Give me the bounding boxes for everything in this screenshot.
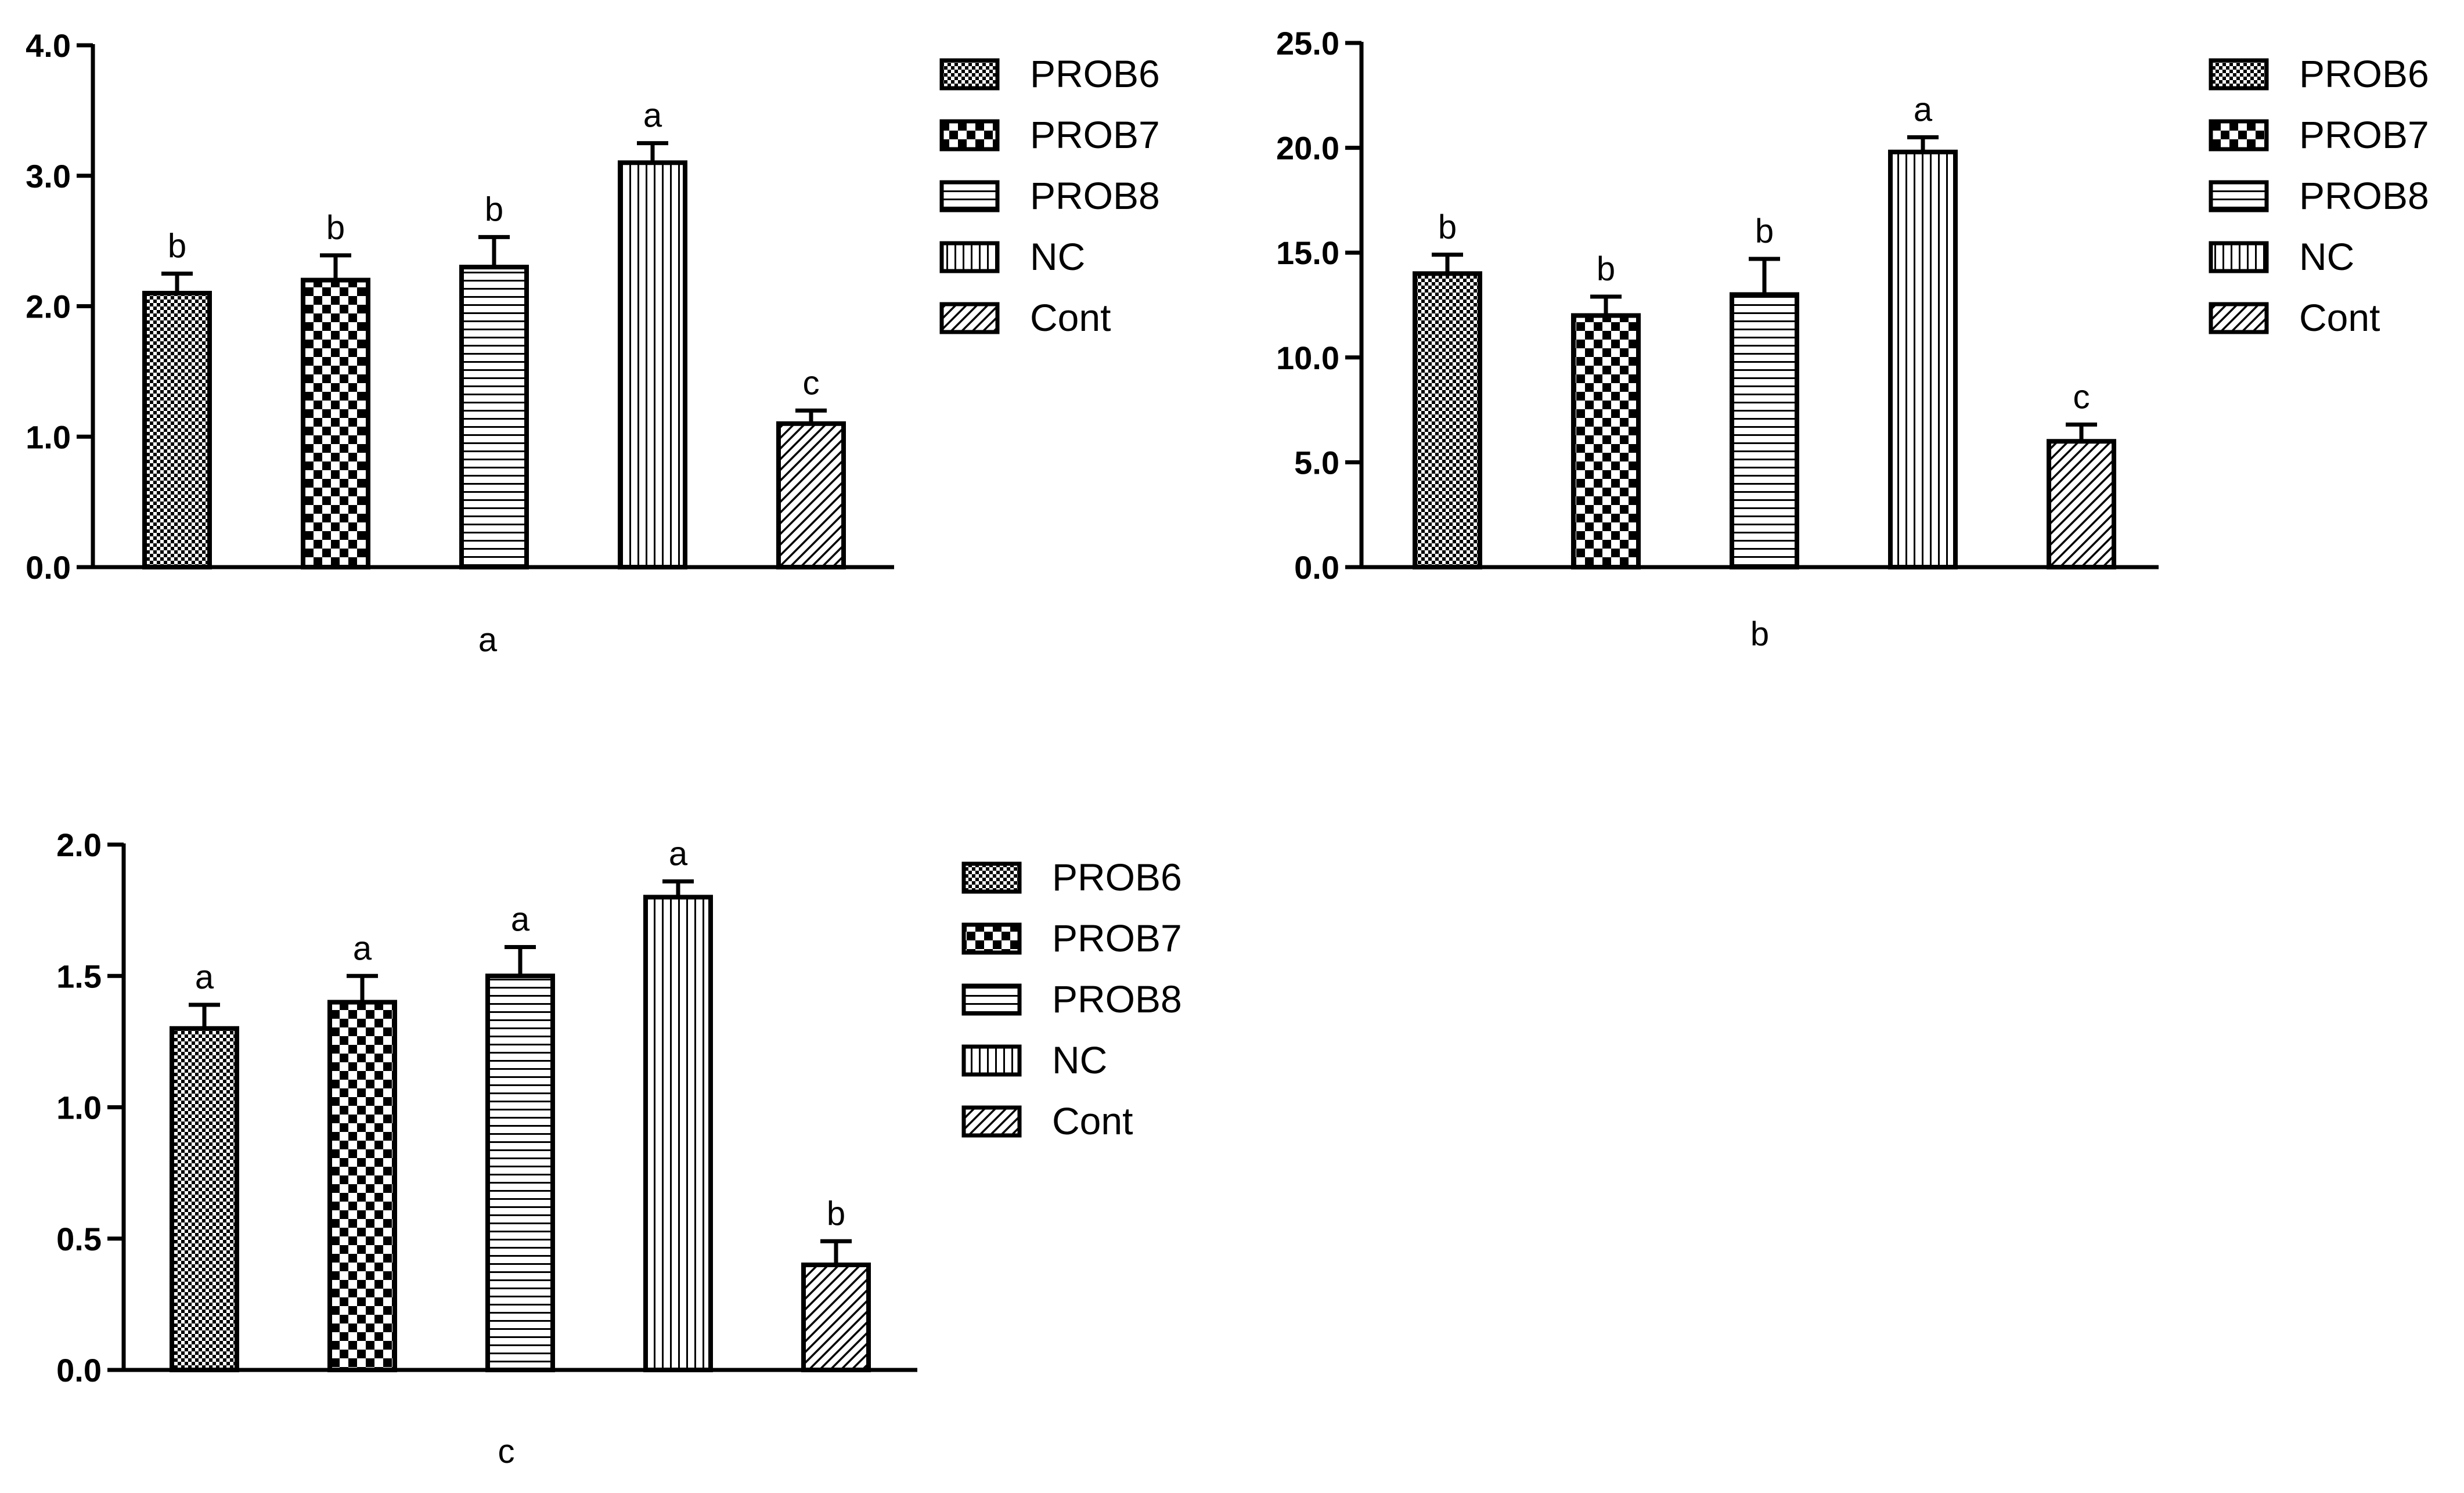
significance-letter: a [1914,91,1933,129]
legend-label: PROB6 [1052,856,1182,899]
legend-label: PROB7 [1030,113,1160,156]
y-tick-label: 15.0 [1276,235,1339,271]
legend-swatch [2209,119,2269,152]
bar-prob7 [301,277,370,569]
bar-prob8 [1730,292,1799,569]
legend-swatch [961,983,1022,1016]
bar-nc [618,160,687,569]
y-tick-label: 1.0 [26,419,71,455]
legend-label: PROB8 [1030,174,1160,217]
y-tick-label: 2.0 [56,827,102,863]
legend-label: Cont [1052,1099,1133,1142]
panel-label: b [1750,615,1769,653]
bar-prob7 [327,1000,397,1372]
significance-letter: a [669,835,688,872]
bar-prob6 [142,291,212,569]
legend-label: PROB7 [1052,917,1182,960]
legend-swatch [961,1105,1022,1138]
significance-letter: c [2073,378,2090,416]
legend-swatch [2209,302,2269,334]
significance-letter: a [353,929,372,967]
legend-label: NC [1030,235,1085,278]
significance-letter: b [485,190,503,228]
y-tick-label: 0.0 [56,1352,102,1389]
significance-letter: b [168,227,186,265]
chart-panel-c: 0.0 0.5 1.0 1.5 2.0 a a a a b PROB6 PROB7 PROB8 NC Con… [56,827,1182,1470]
significance-letter: b [1438,208,1457,246]
panel-label: a [478,621,498,659]
significance-letter: b [326,209,345,247]
y-tick-label: 2.0 [26,288,71,325]
legend-swatch [961,1044,1022,1077]
bar-prob6 [1413,271,1482,569]
y-tick-label: 0.0 [26,549,71,586]
y-tick-label: 1.0 [56,1090,102,1126]
y-tick-label: 3.0 [26,158,71,194]
legend-label: PROB6 [1030,52,1160,95]
significance-letter: c [803,364,820,402]
chart-panel-a: 0.0 1.0 2.0 3.0 4.0 b b b a c PROB6 PROB7 PROB8 NC Con… [26,27,1160,659]
bar-prob7 [1571,313,1641,569]
significance-letter: a [195,958,214,996]
legend-swatch [939,302,1000,334]
y-tick-label: 4.0 [26,27,71,64]
significance-letter: a [643,97,662,135]
panel-label: c [498,1433,515,1470]
significance-letter: b [827,1195,845,1232]
bar-prob6 [170,1026,239,1372]
legend-label: Cont [2299,296,2380,339]
chart-panel-b: 0.0 5.0 10.0 15.0 20.0 25.0 b b b a c PROB6 PROB7 PRO… [1276,25,2429,653]
bar-prob8 [459,265,529,569]
legend-swatch [939,241,1000,273]
y-tick-label: 0.5 [56,1221,102,1257]
legend-swatch [939,119,1000,152]
bar-nc [1888,149,1958,570]
bar-cont [776,421,846,570]
y-tick-label: 1.5 [56,958,102,994]
legend-label: PROB6 [2299,52,2429,95]
bar-cont [2047,439,2116,570]
legend-swatch [939,58,1000,91]
legend-label: NC [1052,1038,1107,1081]
y-tick-label: 0.0 [1294,549,1339,586]
significance-letter: b [1597,250,1615,288]
legend-swatch [2209,180,2269,212]
legend-label: PROB8 [2299,174,2429,217]
legend-swatch [939,180,1000,212]
legend-swatch [961,922,1022,955]
y-tick-label: 10.0 [1276,340,1339,376]
bar-nc [643,895,713,1372]
y-tick-label: 20.0 [1276,130,1339,167]
legend-label: NC [2299,235,2354,278]
bar-prob8 [485,973,555,1372]
y-tick-label: 5.0 [1294,444,1339,481]
significance-letter: b [1755,212,1774,250]
legend-label: PROB7 [2299,113,2429,156]
legend-label: Cont [1030,296,1111,339]
legend-swatch [2209,58,2269,91]
y-tick-label: 25.0 [1276,25,1339,62]
legend-swatch [2209,241,2269,273]
legend-swatch [961,861,1022,894]
legend-label: PROB8 [1052,978,1182,1020]
significance-letter: a [511,900,530,938]
bar-cont [801,1263,871,1372]
